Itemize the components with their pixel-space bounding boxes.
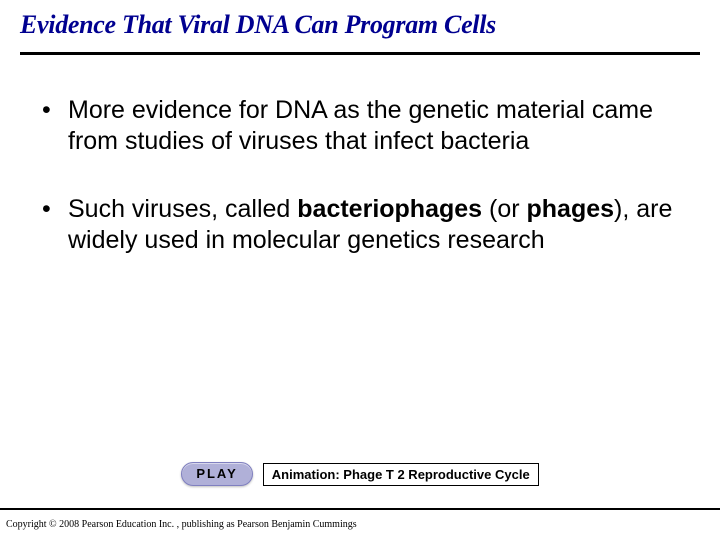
bullet-marker: • — [40, 95, 68, 126]
footer-rule — [0, 508, 720, 510]
copyright-text: Copyright © 2008 Pearson Education Inc. … — [6, 519, 357, 530]
slide-title: Evidence That Viral DNA Can Program Cell… — [0, 0, 720, 46]
play-region: PLAY Animation: Phage T 2 Reproductive C… — [0, 462, 720, 486]
bullet-item: • Such viruses, called bacteriophages (o… — [40, 194, 680, 257]
bullet-text: Such viruses, called bacteriophages (or … — [68, 194, 680, 257]
play-button[interactable]: PLAY — [181, 462, 252, 486]
content-area: • More evidence for DNA as the genetic m… — [0, 55, 720, 256]
bullet-marker: • — [40, 194, 68, 225]
bullet-text: More evidence for DNA as the genetic mat… — [68, 95, 680, 158]
bullet-item: • More evidence for DNA as the genetic m… — [40, 95, 680, 158]
animation-label: Animation: Phage T 2 Reproductive Cycle — [263, 463, 539, 486]
